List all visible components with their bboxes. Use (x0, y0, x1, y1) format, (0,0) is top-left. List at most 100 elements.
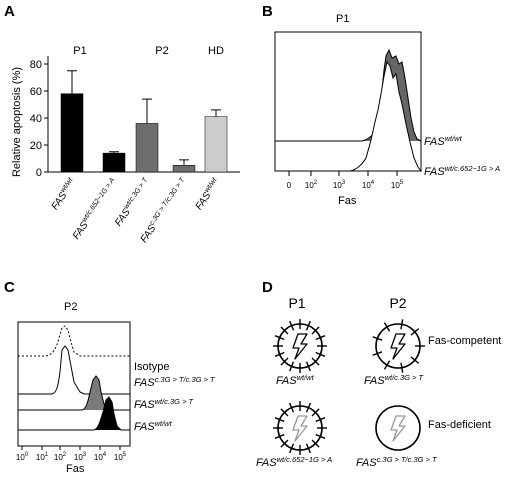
a-x-label-1-base: FAS (71, 220, 91, 242)
d-receptor-0-9 (274, 335, 285, 341)
d-receptor-1-2 (400, 362, 404, 373)
a-bar-3 (172, 165, 196, 173)
c-x-tick-label-1: 101 (36, 452, 49, 462)
d-cell-membrane-1 (375, 323, 421, 369)
d-genotype-label-0-base: FAS (276, 375, 297, 387)
a-bar-4 (204, 116, 228, 173)
c-x-tick-label-2-exponent: 2 (63, 452, 67, 458)
c-x-tick-label-5-exponent: 5 (123, 452, 127, 458)
a-x-label-3-base: FAS (139, 223, 159, 245)
d-cell-2: FASwt/c.652−1G > A (256, 401, 332, 469)
b-legend-wt-wt-superscript: wt/wt (445, 134, 463, 143)
a-y-tick-label-3: 60 (30, 86, 42, 98)
a-x-label-4-base: FAS (194, 190, 214, 212)
c-x-tick-label-3-exponent: 3 (83, 452, 87, 458)
a-group-label-1: P2 (155, 45, 168, 57)
c-legend-isotype: Isotype (134, 361, 169, 373)
c-x-tick-label-3: 103 (74, 452, 87, 462)
panel-label-a: A (4, 3, 15, 20)
d-genotype-label-2-base: FAS (256, 457, 277, 469)
d-genotype-label-2: FASwt/c.652−1G > A (256, 455, 332, 469)
c-x-tick-label-2-base: 10 (54, 453, 63, 462)
c-x-axis-label: Fas (66, 463, 85, 475)
d-genotype-label-3: FASc.3G > T/c.3G > T (356, 455, 438, 469)
d-receptor-0-10 (280, 326, 289, 335)
b-x-tick-label-1-base: 10 (305, 181, 314, 190)
d-genotype-label-2-superscript: wt/c.652−1G > A (277, 455, 333, 464)
d-receptor-0-3 (305, 361, 311, 372)
d-note-1: Fas-competent (428, 335, 501, 347)
d-receptor-2-14 (311, 408, 320, 417)
d-col-label-p1: P1 (288, 295, 305, 311)
a-bar-0 (60, 93, 84, 173)
b-x-axis-label: Fas (338, 195, 357, 207)
d-receptor-1-5 (372, 336, 383, 341)
c-x-tick-label-5-base: 10 (114, 453, 123, 462)
d-receptor-2-13 (305, 402, 311, 413)
c-legend-wt-wt-superscript: wt/wt (155, 419, 173, 428)
d-receptor-0-2 (311, 357, 320, 366)
a-x-label-1-superscript: wt/c.652−1G > A (81, 177, 117, 224)
b-x-tick-label-3-base: 10 (362, 181, 371, 190)
d-receptor-2-7 (274, 433, 285, 439)
c-legend-wt-c3g-base: FAS (134, 399, 155, 411)
d-receptor-2-6 (280, 439, 289, 448)
c-x-tick-label-4-exponent: 4 (103, 452, 107, 458)
d-receptor-0-15 (315, 335, 326, 341)
a-x-label-3: FASc.3G > T/c.3G > T (138, 176, 191, 245)
c-x-tick-label-4-base: 10 (94, 453, 103, 462)
d-receptor-0-11 (289, 320, 295, 331)
d-receptor-0-14 (311, 326, 320, 335)
a-x-label-0-superscript: wt/wt (59, 176, 74, 194)
d-receptor-2-9 (274, 417, 285, 423)
d-genotype-label-1-superscript: wt/c.3G > T (385, 373, 425, 382)
a-x-label-2-base: FAS (113, 207, 133, 229)
c-x-tick-label-1-base: 10 (36, 453, 45, 462)
c-x-tick-label-0: 100 (16, 452, 29, 462)
a-bar-1 (102, 152, 126, 173)
c-legend-wt-wt-base: FAS (134, 421, 155, 433)
b-histogram-wt-c652 (275, 60, 422, 172)
d-bolt-icon-3 (390, 415, 406, 442)
d-col-label-p2: P2 (389, 295, 406, 311)
d-receptor-1-6 (383, 322, 391, 332)
d-receptor-1-3 (383, 360, 391, 370)
d-receptor-1-1 (410, 356, 420, 364)
c-x-tick-label-2: 102 (54, 452, 67, 462)
d-receptor-0-5 (289, 361, 295, 372)
d-receptor-2-11 (289, 402, 295, 413)
d-receptor-0-1 (315, 351, 326, 357)
b-x-tick-label-0: 0 (287, 181, 292, 190)
b-title: P1 (336, 13, 349, 25)
panel-d-diagram: P1 P2 FASwt/wt FASwt/c.3G > TFas-competen… (256, 295, 501, 469)
a-y-tick-label-0: 0 (36, 167, 42, 179)
c-x-tick-label-0-base: 10 (16, 453, 25, 462)
b-x-tick-label-2: 103 (333, 180, 346, 190)
b-x-tick-label-1-exponent: 2 (314, 180, 318, 186)
b-x-tick-label-4-base: 10 (391, 181, 400, 190)
b-x-tick-label-1: 102 (305, 180, 318, 190)
d-cell-3: FASc.3G > T/c.3G > T Fas-deficient (356, 405, 491, 469)
d-receptor-1-7 (400, 319, 404, 330)
c-histogram-wt-c3g (18, 375, 130, 411)
c-x-tick-label-4: 104 (94, 452, 107, 462)
a-group-label-2: HD (208, 45, 224, 57)
a-y-tick-label-1: 20 (30, 140, 42, 152)
d-bolt-icon-0 (292, 333, 308, 360)
b-x-tick-label-3-exponent: 4 (371, 180, 375, 186)
a-y-tick-label-4: 80 (30, 59, 42, 71)
c-title: P2 (64, 301, 77, 313)
d-genotype-label-1: FASwt/c.3G > T (364, 373, 425, 387)
d-receptor-0-7 (274, 351, 285, 357)
panel-b-histogram: P1 0 102 103 104 105 Fas FASwt/wtFASwt/c.652… (274, 13, 501, 207)
a-y-axis-label: Relative apoptosis (%) (11, 67, 23, 177)
c-histogram-isotype (18, 325, 130, 357)
a-x-label-2: FASwt/c.3G > T (112, 176, 154, 228)
b-legend-wt-wt: FASwt/wt (424, 134, 463, 148)
panel-label-d: D (262, 279, 273, 296)
d-receptor-2-3 (305, 443, 311, 454)
a-x-label-4: FASwt/wt (193, 176, 223, 212)
b-legend-wt-c652-superscript: wt/c.652−1G > A (445, 164, 501, 173)
a-x-label-1: FASwt/c.652−1G > A (70, 177, 121, 242)
